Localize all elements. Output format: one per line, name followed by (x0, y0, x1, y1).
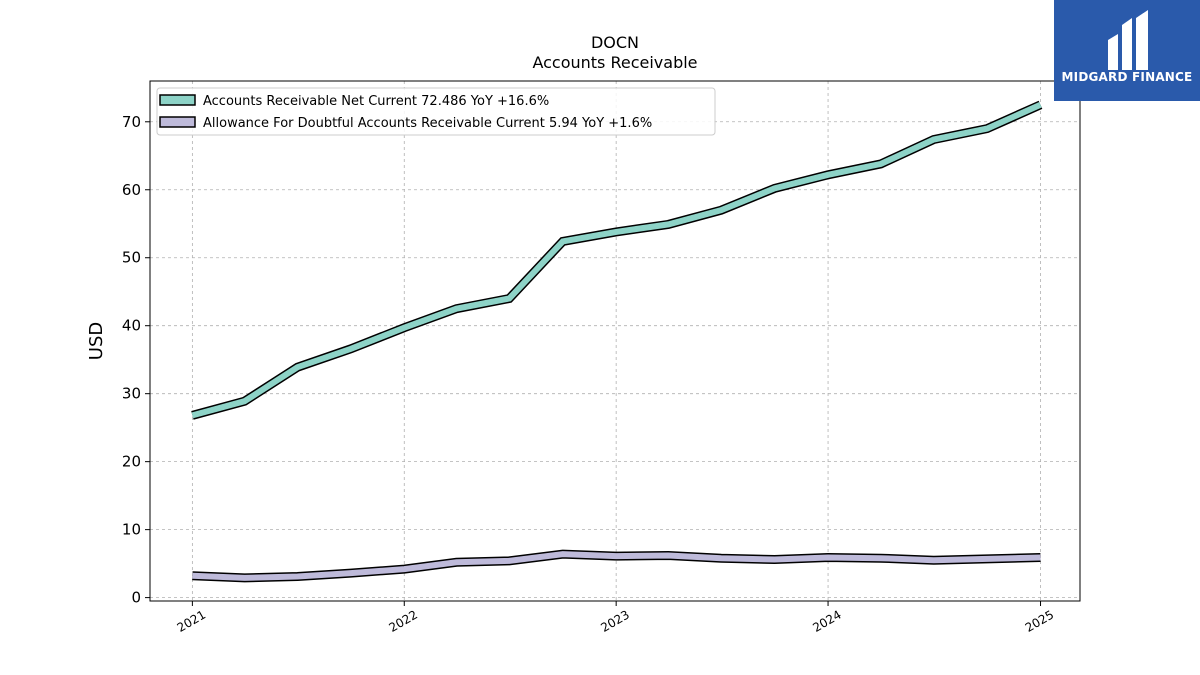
data-point (192, 415, 193, 416)
series-layer (191, 100, 1043, 583)
data-point (297, 367, 298, 368)
data-point (668, 224, 669, 225)
data-point (1040, 104, 1041, 105)
logo-text: MIDGARD FINANCE (1061, 70, 1193, 84)
data-point (616, 556, 617, 557)
legend-label: Accounts Receivable Net Current 72.486 Y… (203, 94, 549, 109)
x-tick-label: 2024 (810, 608, 843, 635)
data-point (509, 298, 510, 299)
data-point (987, 558, 988, 559)
data-point (562, 241, 563, 242)
plot-frame (149, 80, 1081, 602)
data-point (880, 163, 881, 164)
data-point (828, 174, 829, 175)
chart-title: DOCN (591, 33, 639, 52)
data-point (192, 575, 193, 576)
data-point (774, 188, 775, 189)
data-point (404, 569, 405, 570)
logo-mark-icon (1108, 10, 1148, 70)
legend-swatch (159, 94, 196, 106)
data-point (562, 554, 563, 555)
data-point (774, 559, 775, 560)
data-point (933, 560, 934, 561)
legend-box (156, 87, 716, 136)
data-point (509, 560, 510, 561)
data-point (456, 562, 457, 563)
data-point (721, 210, 722, 211)
chart-subtitle: Accounts Receivable (532, 53, 697, 72)
y-tick-label: 60 (122, 181, 141, 199)
data-point (297, 576, 298, 577)
series-line-0 (191, 102, 1042, 419)
series-line-1 (192, 551, 1041, 581)
legend: Accounts Receivable Net Current 72.486 Y… (156, 87, 716, 136)
data-point (404, 327, 405, 328)
x-tick-label: 2022 (387, 608, 420, 635)
y-tick-label: 40 (122, 317, 141, 335)
legend-label: Allowance For Doubtful Accounts Receivab… (203, 116, 652, 131)
data-point (828, 557, 829, 558)
x-tick-label: 2025 (1023, 608, 1056, 635)
data-point (350, 348, 351, 349)
data-point (668, 555, 669, 556)
data-point (244, 577, 245, 578)
brand-logo: MIDGARD FINANCE (1054, 0, 1200, 101)
x-tick-label: 2021 (175, 608, 208, 635)
x-axis: 2021 2022 2023 2024 2025 (175, 601, 1056, 635)
data-point (880, 558, 881, 559)
data-point (350, 573, 351, 574)
data-point (456, 308, 457, 309)
data-point (1040, 557, 1041, 558)
y-axis: 0 10 20 30 40 50 60 70 (122, 113, 150, 607)
y-tick-label: 10 (122, 521, 141, 539)
y-tick-label: 20 (122, 453, 141, 471)
y-tick-label: 30 (122, 385, 141, 403)
legend-swatch (159, 116, 196, 128)
data-point (987, 128, 988, 129)
grid-lines (150, 81, 1080, 601)
data-point (933, 139, 934, 140)
y-tick-label: 0 (131, 589, 141, 607)
x-tick-label: 2023 (598, 608, 631, 635)
data-point (721, 558, 722, 559)
y-tick-label: 50 (122, 249, 141, 267)
y-tick-label: 70 (122, 113, 141, 131)
y-axis-label: USD (86, 322, 107, 360)
data-point (616, 231, 617, 232)
data-point (244, 401, 245, 402)
